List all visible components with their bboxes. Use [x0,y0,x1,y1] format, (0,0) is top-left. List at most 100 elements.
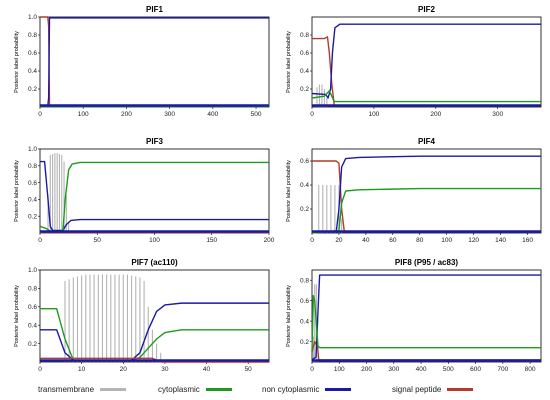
series-line-non-cytoplasmic [40,302,269,361]
x-tick-label: 200 [121,111,132,118]
panel-title: PIF8 (P95 / ac83) [395,258,458,267]
legend-swatch-cytoplasmic [205,388,232,391]
legend-swatch-signal-peptide [447,388,474,391]
y-axis-label: Posterior label probability [286,160,292,222]
y-tick-label: 0.2 [300,206,309,213]
y-tick-label: 0.2 [28,341,37,348]
x-tick-label: 150 [206,237,217,244]
x-tick-label: 800 [525,366,536,373]
x-tick-label: 700 [497,366,508,373]
y-tick-label: 0.8 [28,286,37,293]
x-tick-label: 40 [203,366,211,373]
y-axis-label: Posterior label probability [14,160,20,222]
y-tick-label: 0.4 [28,322,37,329]
y-axis-label: Posterior label probability [286,31,292,93]
x-tick-label: 400 [207,111,218,118]
y-axis-label: Posterior label probability [14,31,20,93]
y-tick-label: 1.0 [28,14,37,21]
x-tick-label: 100 [78,111,89,118]
y-axis-label: Posterior label probability [286,285,292,347]
x-tick-label: 30 [161,366,169,373]
legend-item-transmembrane: transmembrane [38,385,127,394]
x-tick-label: 20 [120,366,128,373]
y-tick-label: 0.4 [300,182,309,189]
plot-frame [39,16,270,108]
y-tick-label: 1.0 [28,146,37,153]
x-tick-label: 100 [368,111,379,118]
y-tick-label: 0.6 [300,298,309,305]
x-tick-label: 200 [430,111,441,118]
x-tick-label: 500 [251,111,262,118]
y-tick-label: 0.8 [28,163,37,170]
y-tick-label: 0.6 [28,50,37,57]
x-tick-label: 100 [149,237,160,244]
y-tick-label: 0.2 [28,213,37,220]
chart-panel: PIF4 Posterior label probability 0.2 0.4 0.6… [286,137,542,244]
x-tick-label: 500 [443,366,454,373]
legend-label-cytoplasmic: cytoplasmic [158,385,200,394]
y-tick-label: 0.8 [300,277,309,284]
legend-label-non-cytoplasmic: non cytoplasmic [262,385,320,394]
y-tick-label: 0.6 [300,158,309,165]
series-line-cytoplasmic [40,307,269,361]
x-tick-label: 20 [335,237,343,244]
y-tick-label: 0.8 [300,32,309,39]
x-tick-label: 40 [362,237,370,244]
chart-panel: PIF2 Posterior label probability 0.2 0.4 0.6… [286,5,542,118]
x-tick-label: 50 [245,366,253,373]
x-tick-label: 160 [522,237,533,244]
x-tick-label: 0 [310,237,314,244]
legend-label-signal-peptide: signal peptide [392,385,442,394]
chart-panel: PIF7 (ac110) Posterior label probability 0… [14,258,270,373]
x-tick-label: 200 [361,366,372,373]
legend-item-cytoplasmic: cytoplasmic [158,385,232,394]
x-tick-label: 600 [470,366,481,373]
y-tick-label: 0.2 [300,86,309,93]
panel-title: PIF4 [418,137,435,146]
y-tick-label: 0.6 [28,304,37,311]
series-line-non-cytoplasmic [312,155,541,233]
panel-title: PIF1 [146,5,163,14]
x-tick-label: 0 [38,237,42,244]
chart-panel: PIF3 Posterior label probability 0.2 0.4 0.6… [14,137,275,244]
y-tick-label: 0.6 [28,180,37,187]
x-tick-label: 10 [78,366,86,373]
y-tick-label: 0.4 [28,68,37,75]
x-tick-label: 400 [416,366,427,373]
panel-title: PIF7 (ac110) [131,258,178,267]
x-tick-label: 100 [441,237,452,244]
x-tick-label: 300 [492,111,503,118]
legend-item-non-cytoplasmic: non cytoplasmic [262,385,352,394]
plot-frame [311,16,542,108]
legend-swatch-non-cytoplasmic [325,388,352,391]
x-tick-label: 0 [310,366,314,373]
legend-label-transmembrane: transmembrane [38,385,95,394]
y-tick-label: 0.8 [28,32,37,39]
panel-title: PIF3 [146,137,163,146]
x-tick-label: 300 [388,366,399,373]
x-tick-label: 0 [38,111,42,118]
chart-panel: PIF8 (P95 / ac83) Posterior label probabi… [286,258,542,373]
chart-panel: PIF1 Posterior label probability 0.2 0.4 0.6… [14,5,270,118]
x-tick-label: 140 [495,237,506,244]
y-tick-label: 0.6 [300,50,309,57]
chart-figure: PIF1 Posterior label probability 0.2 0.4 0.6… [14,5,542,373]
y-tick-label: 0.4 [28,197,37,204]
panel-title: PIF2 [418,5,435,14]
series-line-cytoplasmic [311,90,541,103]
x-tick-label: 0 [38,366,42,373]
y-tick-label: 0.2 [28,86,37,93]
plot-frame [311,269,542,363]
series-line-cytoplasmic [311,294,541,352]
x-tick-label: 200 [264,237,275,244]
x-tick-label: 80 [416,237,424,244]
y-axis-label: Posterior label probability [14,285,20,347]
legend-item-signal-peptide: signal peptide [392,385,474,394]
series-line-cytoplasmic [39,161,269,233]
y-tick-label: 0.4 [300,318,309,325]
legend: transmembrane cytoplasmic non cytoplasmi… [0,382,550,398]
series-line-non-cytoplasmic [311,274,541,361]
x-tick-label: 120 [468,237,479,244]
x-tick-label: 0 [310,111,314,118]
x-tick-label: 60 [389,237,397,244]
